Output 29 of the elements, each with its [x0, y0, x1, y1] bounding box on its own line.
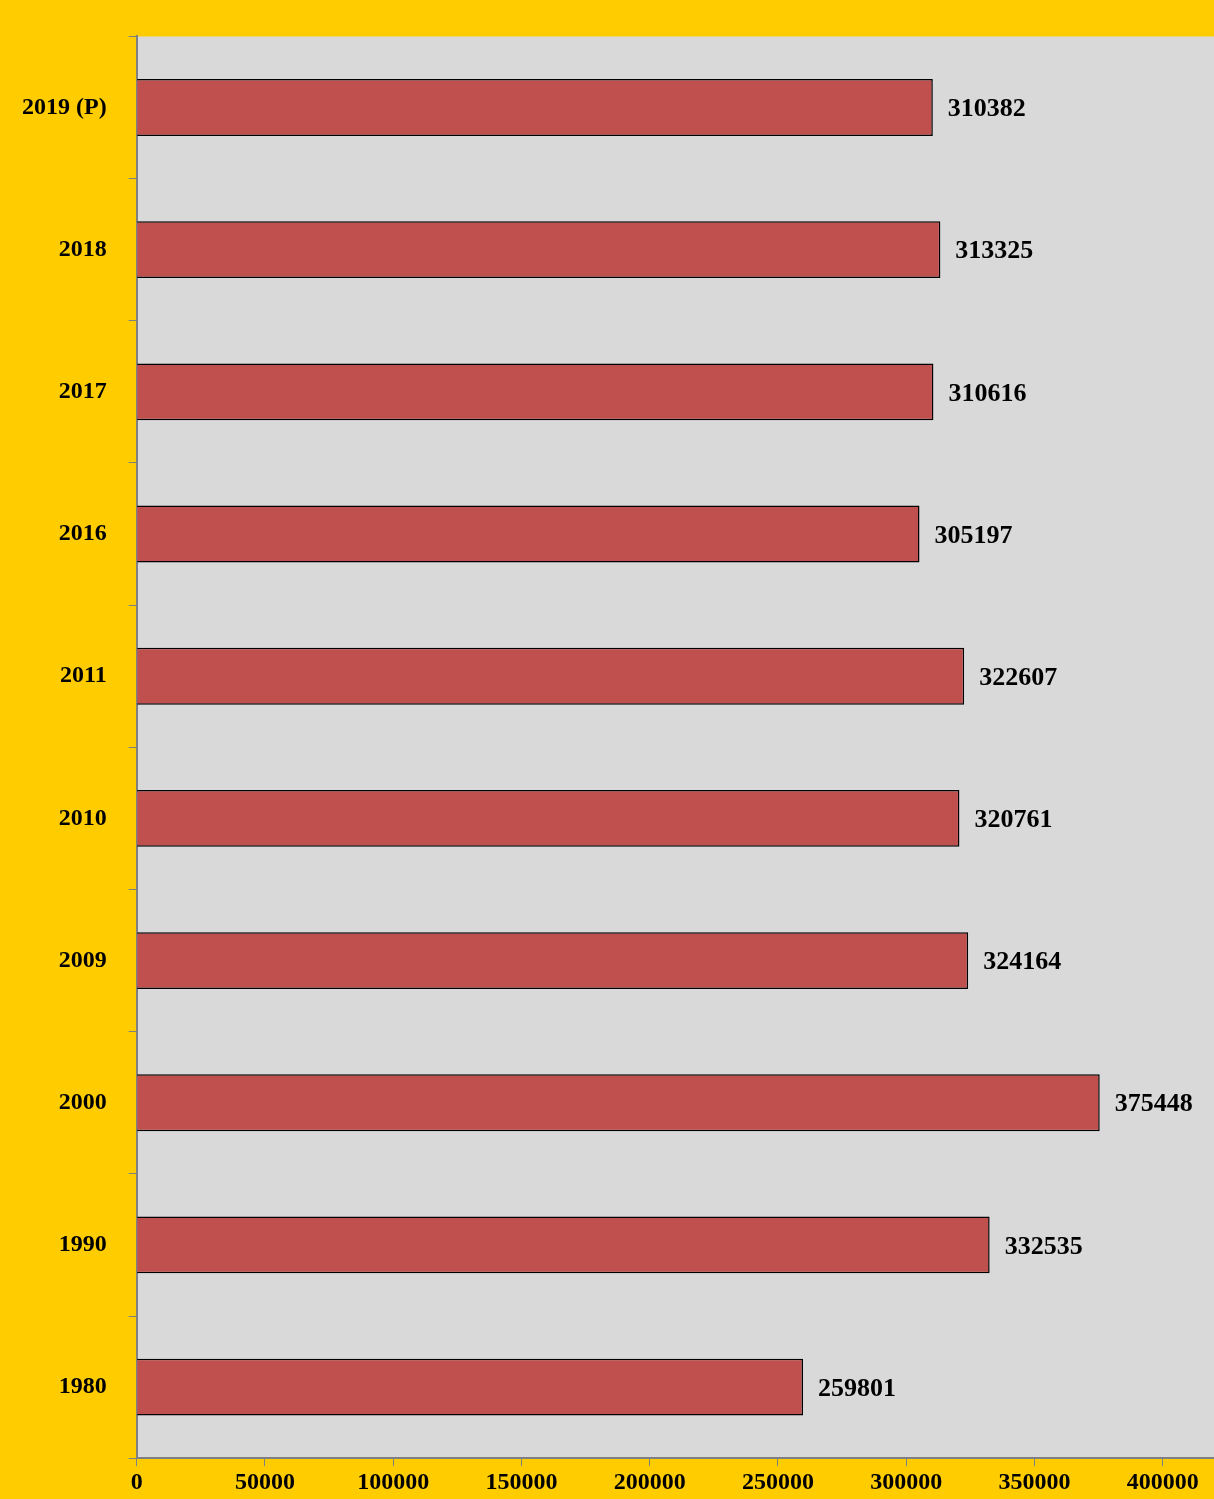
y-tick-label: 2018: [58, 234, 107, 261]
x-tick-label: 100000: [357, 1467, 430, 1494]
data-label: 324164: [983, 946, 1062, 976]
data-label: 332535: [1004, 1230, 1083, 1260]
x-tick-label: 400000: [1126, 1467, 1199, 1494]
y-tick-label: 2017: [58, 377, 107, 404]
x-tick-label: 200000: [613, 1467, 686, 1494]
x-tick-label: 250000: [741, 1467, 814, 1494]
x-tick-label: 300000: [870, 1467, 943, 1494]
data-label: 320761: [974, 804, 1053, 834]
data-label: 322607: [979, 661, 1058, 691]
y-tick-label: 1980: [58, 1372, 107, 1399]
data-label: 259801: [818, 1372, 897, 1402]
x-tick-label: 350000: [998, 1467, 1071, 1494]
y-tick-label: 1990: [58, 1230, 107, 1257]
data-label: 310382: [947, 93, 1026, 123]
data-label: 375448: [1114, 1088, 1193, 1118]
data-label: 310616: [948, 377, 1027, 407]
data-label: 313325: [955, 235, 1034, 265]
x-tick-label: 50000: [234, 1467, 295, 1494]
y-tick-label: 2019 (P): [21, 92, 107, 119]
y-tick-label: 2009: [58, 945, 107, 972]
y-tick-label: 2016: [58, 519, 107, 546]
y-tick-label: 2010: [58, 803, 107, 830]
x-tick-label: 150000: [485, 1467, 558, 1494]
y-tick-label: 2000: [58, 1087, 107, 1114]
y-tick-label: 2011: [59, 661, 107, 688]
x-tick-label: 0: [130, 1467, 143, 1494]
data-label: 305197: [934, 519, 1013, 549]
